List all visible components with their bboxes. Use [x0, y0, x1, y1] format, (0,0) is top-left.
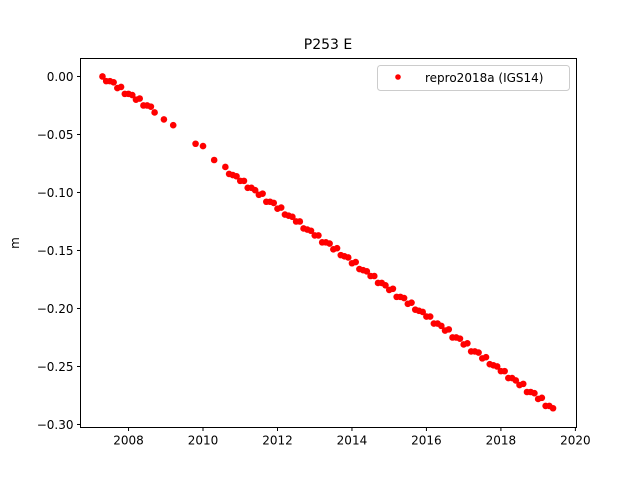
- data-point: [222, 163, 229, 171]
- data-point: [192, 140, 199, 148]
- data-point: [389, 285, 397, 293]
- data-point: [419, 308, 427, 316]
- x-tick-label: 2010: [188, 434, 219, 448]
- x-axis-ticks: 2008 2010 2012 2014 2016 2018 2020: [113, 427, 591, 448]
- data-point: [199, 142, 207, 150]
- data-point: [210, 156, 218, 164]
- data-points: [99, 73, 557, 412]
- data-point: [277, 204, 285, 211]
- legend-marker: [395, 74, 401, 80]
- y-tick-label: −0.25: [37, 360, 74, 374]
- y-tick-label: −0.30: [37, 418, 74, 432]
- data-point: [456, 335, 464, 342]
- data-point: [110, 78, 117, 86]
- data-point: [549, 404, 557, 412]
- data-point: [147, 103, 155, 110]
- x-tick-label: 2012: [262, 434, 293, 448]
- data-point: [151, 109, 158, 116]
- data-point: [363, 268, 371, 275]
- data-point: [136, 95, 144, 102]
- data-point: [400, 294, 408, 302]
- x-tick-label: 2020: [560, 434, 591, 448]
- data-point: [315, 232, 322, 239]
- data-point: [519, 380, 527, 388]
- legend-box: [377, 65, 570, 91]
- x-tick-label: 2008: [113, 434, 144, 448]
- data-point: [99, 73, 106, 80]
- data-point: [259, 190, 266, 197]
- data-point: [501, 367, 508, 375]
- data-point: [475, 349, 482, 356]
- y-tick-label: −0.20: [37, 302, 74, 316]
- data-point: [382, 281, 389, 289]
- data-point: [464, 339, 471, 347]
- data-point: [344, 254, 352, 261]
- data-point: [493, 363, 501, 370]
- data-point: [117, 83, 125, 91]
- data-point: [289, 213, 296, 221]
- x-tick-label: 2018: [486, 434, 517, 448]
- x-tick-label: 2014: [337, 434, 368, 448]
- data-point: [512, 377, 520, 384]
- data-point: [160, 116, 168, 123]
- data-point: [438, 322, 445, 330]
- data-point: [426, 313, 434, 320]
- x-tick-label: 2016: [411, 434, 442, 448]
- y-tick-label: −0.05: [37, 128, 74, 142]
- data-point: [538, 394, 546, 402]
- data-point: [307, 227, 315, 235]
- data-point: [531, 389, 538, 397]
- chart-title: P253 E: [304, 37, 352, 53]
- data-point: [482, 353, 490, 361]
- data-point: [371, 272, 378, 280]
- y-axis-ticks: 0.00 −0.05 −0.10 −0.15 −0.20 −0.25 −0.30: [37, 70, 81, 432]
- data-point: [270, 199, 278, 207]
- y-tick-label: 0.00: [47, 70, 74, 84]
- axes-frame: [80, 58, 577, 428]
- data-point: [408, 299, 415, 306]
- legend-label: repro2018a (IGS14): [425, 71, 543, 85]
- data-point: [233, 172, 240, 180]
- y-tick-label: −0.10: [37, 186, 74, 200]
- data-point: [445, 326, 453, 333]
- y-tick-label: −0.15: [37, 244, 74, 258]
- data-point: [169, 121, 177, 129]
- legend: repro2018a (IGS14): [377, 65, 570, 91]
- data-point: [333, 244, 341, 252]
- data-point: [240, 177, 248, 185]
- y-axis-label: m: [8, 237, 22, 249]
- data-point: [352, 258, 359, 266]
- data-point: [296, 218, 304, 225]
- data-point: [128, 91, 136, 99]
- data-point: [251, 186, 259, 194]
- data-point: [326, 240, 333, 247]
